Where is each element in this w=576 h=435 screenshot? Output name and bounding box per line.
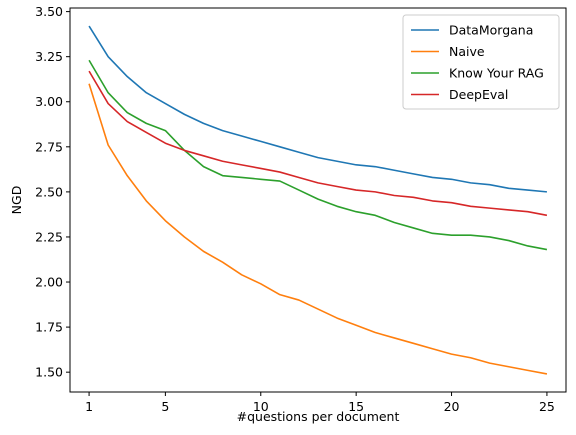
x-tick-label: 5 [161,399,169,414]
x-tick-label: 20 [444,399,460,414]
x-tick-label: 1 [85,399,93,414]
series-layer [88,25,548,375]
y-tick-label: 2.25 [35,229,63,244]
x-tick-label: 15 [348,399,364,414]
legend-box [402,14,560,110]
series-line-naive [88,83,548,375]
x-tick-label: 25 [539,399,555,414]
x-axis-title: #questions per document [237,409,400,424]
legend-label-know-your-rag: Know Your RAG [449,66,544,81]
x-axis: 1 5 10 15 20 25 [85,392,555,414]
series-line-deepeval [88,70,548,217]
y-tick-label: 2.75 [35,139,63,154]
y-tick-label: 2.50 [35,184,63,199]
y-axis: 1.50 1.75 2.00 2.25 2.50 2.75 3.00 3.25 3.50 [35,4,70,380]
y-tick-label: 3.25 [35,49,63,64]
legend-label-naive: Naive [449,44,485,59]
legend-label-deepeval: DeepEval [449,87,508,102]
x-tick-label: 10 [253,399,269,414]
series-line-know-your-rag [88,59,548,251]
y-tick-label: 3.00 [35,94,63,109]
legend-label-datamorgana: DataMorgana [449,23,533,38]
series-line-datamorgana [88,25,547,193]
y-tick-label: 2.00 [35,275,63,290]
legend: DataMorgana Naive Know Your RAG DeepEval [402,14,560,110]
y-axis-title: NGD [9,186,24,215]
y-tick-label: 1.75 [35,320,63,335]
y-tick-label: 1.50 [35,365,63,380]
y-tick-label: 3.50 [35,4,63,19]
plot-frame [69,7,567,393]
